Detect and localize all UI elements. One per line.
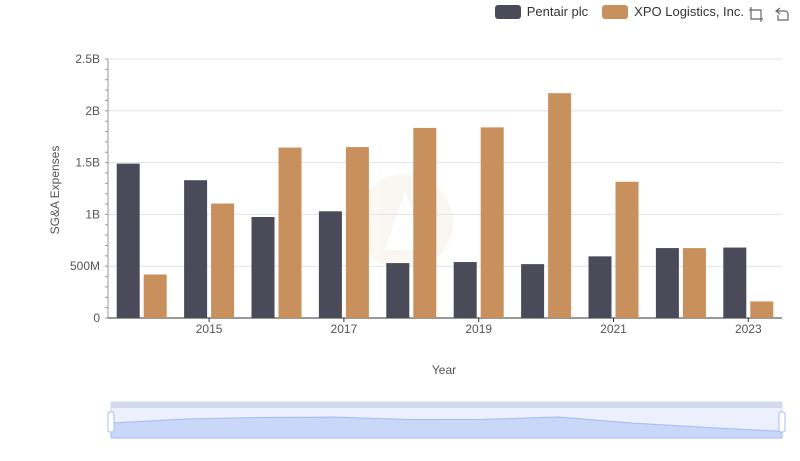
zoom-reset-icon[interactable] [774, 6, 790, 22]
bar-xpo-2022[interactable] [682, 248, 706, 318]
x-tick-label: 2019 [465, 322, 492, 336]
bar-pentair-2017[interactable] [318, 211, 342, 318]
bar-pentair-2016[interactable] [251, 216, 275, 318]
bar-pentair-2023[interactable] [723, 247, 747, 318]
bar-xpo-2017[interactable] [345, 147, 369, 318]
bar-pentair-2015[interactable] [184, 180, 208, 318]
toolbox [748, 6, 790, 22]
grid [108, 58, 782, 319]
bar-xpo-2018[interactable] [413, 127, 437, 318]
y-axis: 0 500M 1B 1.5B 2B 2.5B [70, 52, 109, 325]
x-tick-label: 2017 [331, 322, 358, 336]
bar-xpo-2023[interactable] [750, 301, 774, 318]
legend-swatch-pentair [494, 4, 521, 19]
y-tick-label: 500M [70, 259, 100, 273]
legend-label-xpo: XPO Logistics, Inc. [634, 4, 744, 19]
watermark-logo [357, 174, 453, 270]
bar-pentair-2021[interactable] [588, 256, 612, 318]
bar-xpo-2021[interactable] [615, 181, 639, 318]
bar-xpo-2014[interactable] [143, 274, 167, 318]
slider-handle-right[interactable] [778, 411, 786, 433]
legend-item-xpo[interactable]: XPO Logistics, Inc. [602, 4, 744, 19]
y-tick-label: 2.5B [75, 52, 100, 66]
x-axis-title: Year [432, 363, 456, 377]
bar-xpo-2019[interactable] [480, 127, 504, 318]
legend-swatch-xpo [602, 4, 629, 19]
data-zoom-slider[interactable] [107, 401, 786, 439]
bar-xpo-2016[interactable] [278, 147, 302, 318]
y-tick-label: 0 [93, 311, 100, 325]
slider-top-bar[interactable] [111, 402, 782, 408]
legend-label-pentair: Pentair plc [526, 4, 589, 19]
x-tick-label: 2023 [735, 322, 762, 336]
bar-pentair-2020[interactable] [521, 264, 545, 318]
bar-xpo-2020[interactable] [548, 93, 572, 318]
x-axis: 2015 2017 2019 2021 2023 [108, 317, 782, 336]
bar-pentair-2019[interactable] [453, 262, 477, 318]
slider-handle-left[interactable] [107, 411, 115, 433]
y-tick-label: 2B [85, 104, 100, 118]
bars [116, 93, 774, 318]
y-axis-title: SG&A Expenses [48, 146, 62, 235]
zoom-select-icon[interactable] [748, 6, 764, 22]
bar-xpo-2015[interactable] [211, 203, 235, 318]
x-tick-label: 2015 [196, 322, 223, 336]
legend-item-pentair[interactable]: Pentair plc [494, 4, 589, 19]
y-tick-label: 1B [85, 207, 100, 221]
bar-pentair-2014[interactable] [116, 163, 140, 318]
legend: Pentair plc XPO Logistics, Inc. [494, 4, 744, 19]
x-tick-label: 2021 [600, 322, 627, 336]
bar-pentair-2018[interactable] [386, 263, 410, 318]
bar-pentair-2022[interactable] [655, 248, 679, 318]
y-tick-label: 1.5B [75, 156, 100, 170]
